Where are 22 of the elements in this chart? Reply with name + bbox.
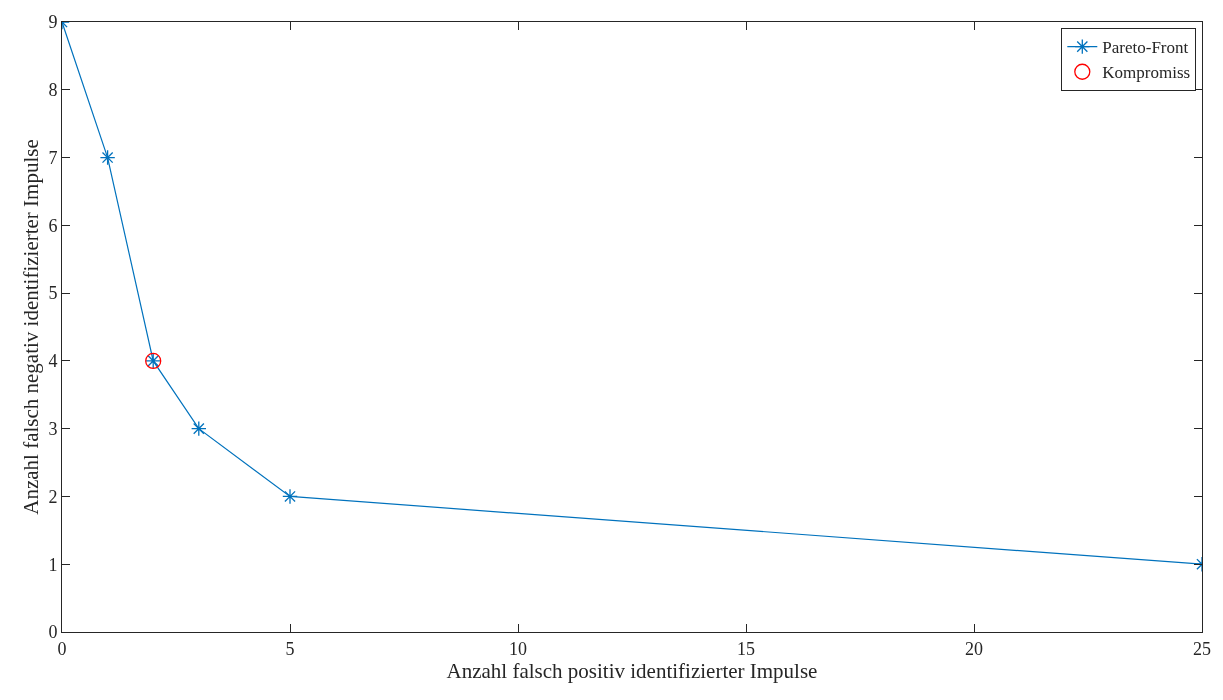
y-tick-label: 8	[48, 80, 58, 101]
y-tick-label: 7	[48, 147, 58, 168]
y-tick-label: 2	[48, 486, 58, 507]
legend-label: Kompromiss	[1102, 63, 1191, 83]
y-tick-label: 0	[48, 622, 58, 643]
point	[190, 420, 207, 437]
legend-label: Pareto-Front	[1102, 38, 1189, 58]
y-tick-label: 4	[48, 351, 58, 372]
y-axis-title: Anzahl falsch negativ identifizierter Impulse	[18, 139, 43, 515]
x-tick-label: 10	[509, 638, 527, 659]
x-tick-label: 25	[1193, 638, 1211, 659]
x-axis-title: Anzahl falsch positiv identifizierter Impulse	[446, 658, 818, 683]
x-tick-label: 5	[285, 638, 295, 659]
y-tick-label: 5	[48, 283, 58, 304]
x-tick-label: 15	[737, 638, 755, 659]
y-tick-label: 6	[48, 215, 58, 236]
point	[282, 488, 298, 505]
y-tick-label: 9	[48, 12, 58, 33]
x-tick-label: 20	[965, 638, 983, 659]
y-tick-label: 1	[48, 554, 58, 575]
y-tick-label: 3	[48, 418, 58, 439]
point	[99, 149, 116, 166]
